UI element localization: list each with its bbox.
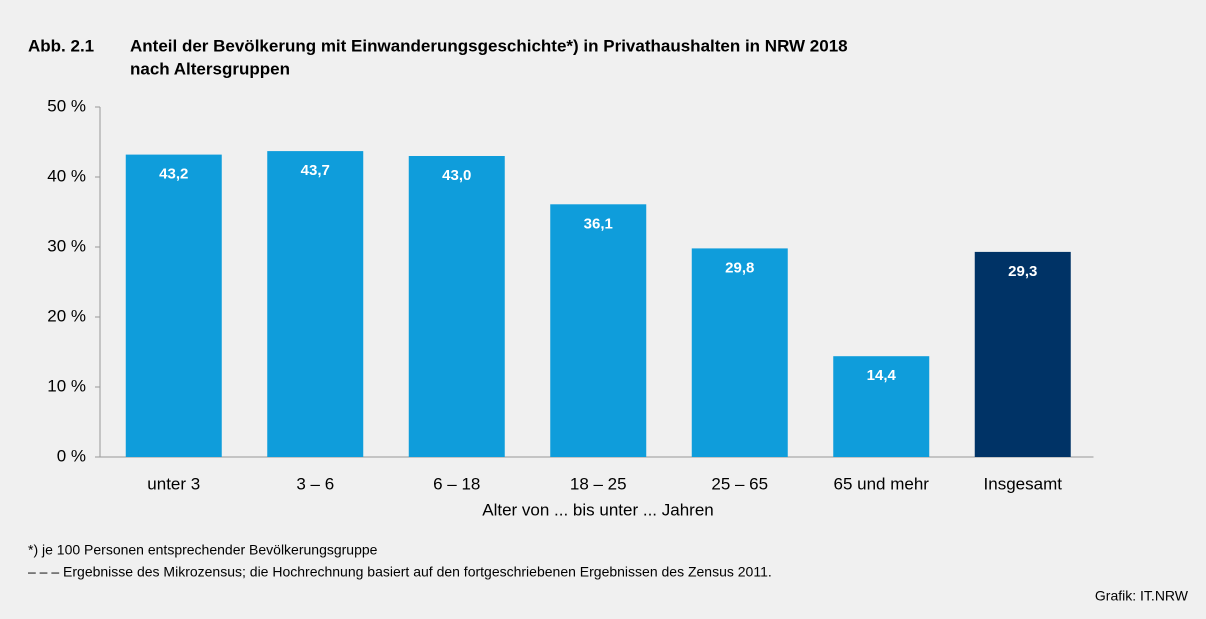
x-tick-label: 65 und mehr [834, 474, 930, 493]
bar [833, 356, 930, 457]
y-tick-label: 30 % [47, 236, 86, 255]
x-tick-label: 18 – 25 [570, 474, 627, 493]
y-tick-label: 10 % [47, 376, 86, 395]
x-tick-label: 25 – 65 [711, 474, 768, 493]
figure-label: Abb. 2.1 [28, 36, 94, 55]
value-label: 36,1 [584, 215, 613, 232]
bar [974, 251, 1071, 457]
y-tick-label: 50 % [47, 96, 86, 115]
footnote: *) je 100 Personen entsprechender Bevölk… [28, 542, 378, 558]
bar [408, 156, 505, 457]
bar [125, 154, 222, 457]
bar [691, 248, 788, 457]
bar [550, 204, 647, 457]
x-axis-label: Alter von ... bis unter ... Jahren [482, 500, 714, 519]
value-label: 43,7 [301, 162, 330, 179]
x-tick-label: 3 – 6 [296, 474, 334, 493]
value-label: 29,8 [725, 259, 754, 276]
chart-title: Anteil der Bevölkerung mit Einwanderungs… [130, 36, 848, 55]
value-label: 14,4 [867, 367, 897, 384]
x-tick-label: 6 – 18 [433, 474, 480, 493]
chart-title: nach Altersgruppen [130, 59, 290, 78]
y-tick-label: 20 % [47, 306, 86, 325]
source: Grafik: IT.NRW [1095, 588, 1189, 604]
value-label: 29,3 [1008, 263, 1037, 280]
y-tick-label: 0 % [57, 446, 86, 465]
footnote: – – – Ergebnisse des Mikrozensus; die Ho… [28, 564, 772, 580]
x-tick-label: unter 3 [147, 474, 200, 493]
y-tick-label: 40 % [47, 166, 86, 185]
x-tick-label: Insgesamt [984, 474, 1063, 493]
value-label: 43,0 [442, 167, 471, 184]
bar [267, 151, 364, 457]
value-label: 43,2 [159, 166, 188, 183]
